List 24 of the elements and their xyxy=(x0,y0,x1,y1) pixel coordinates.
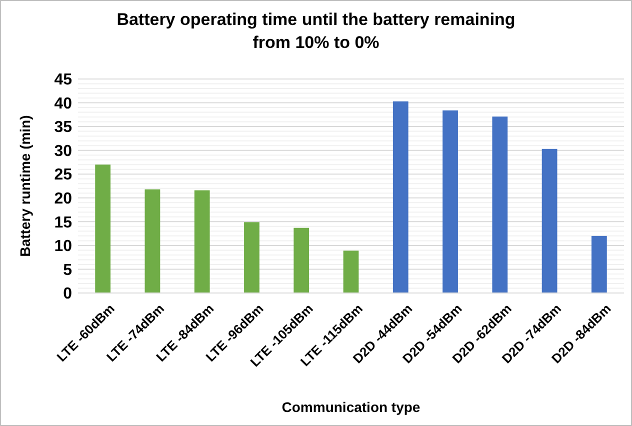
y-tick-label: 40 xyxy=(54,95,72,112)
bar xyxy=(442,110,458,293)
chart-title: Battery operating time until the battery remaining from 10% to 0% xyxy=(116,10,516,52)
y-tick-label: 35 xyxy=(54,119,72,136)
bar xyxy=(492,116,508,293)
y-tick-label: 30 xyxy=(54,142,72,160)
bar xyxy=(294,228,310,293)
bar xyxy=(591,236,607,293)
bar xyxy=(392,101,408,293)
bar xyxy=(144,189,160,293)
y-tick-label: 45 xyxy=(54,72,72,89)
bar xyxy=(194,190,210,293)
y-tick-label: 5 xyxy=(63,262,72,279)
y-tick-label: 0 xyxy=(63,286,72,303)
bar xyxy=(343,250,359,293)
y-axis-title: Battery runtime (min) xyxy=(17,115,33,257)
y-tick-label: 20 xyxy=(54,190,72,208)
y-tick-label: 10 xyxy=(54,238,72,256)
bar xyxy=(95,164,111,293)
y-tick-label: 25 xyxy=(54,166,72,184)
x-axis-title: Communication type xyxy=(282,399,420,415)
y-tick-label: 15 xyxy=(54,214,72,232)
bar xyxy=(244,222,260,293)
bar xyxy=(542,148,558,293)
